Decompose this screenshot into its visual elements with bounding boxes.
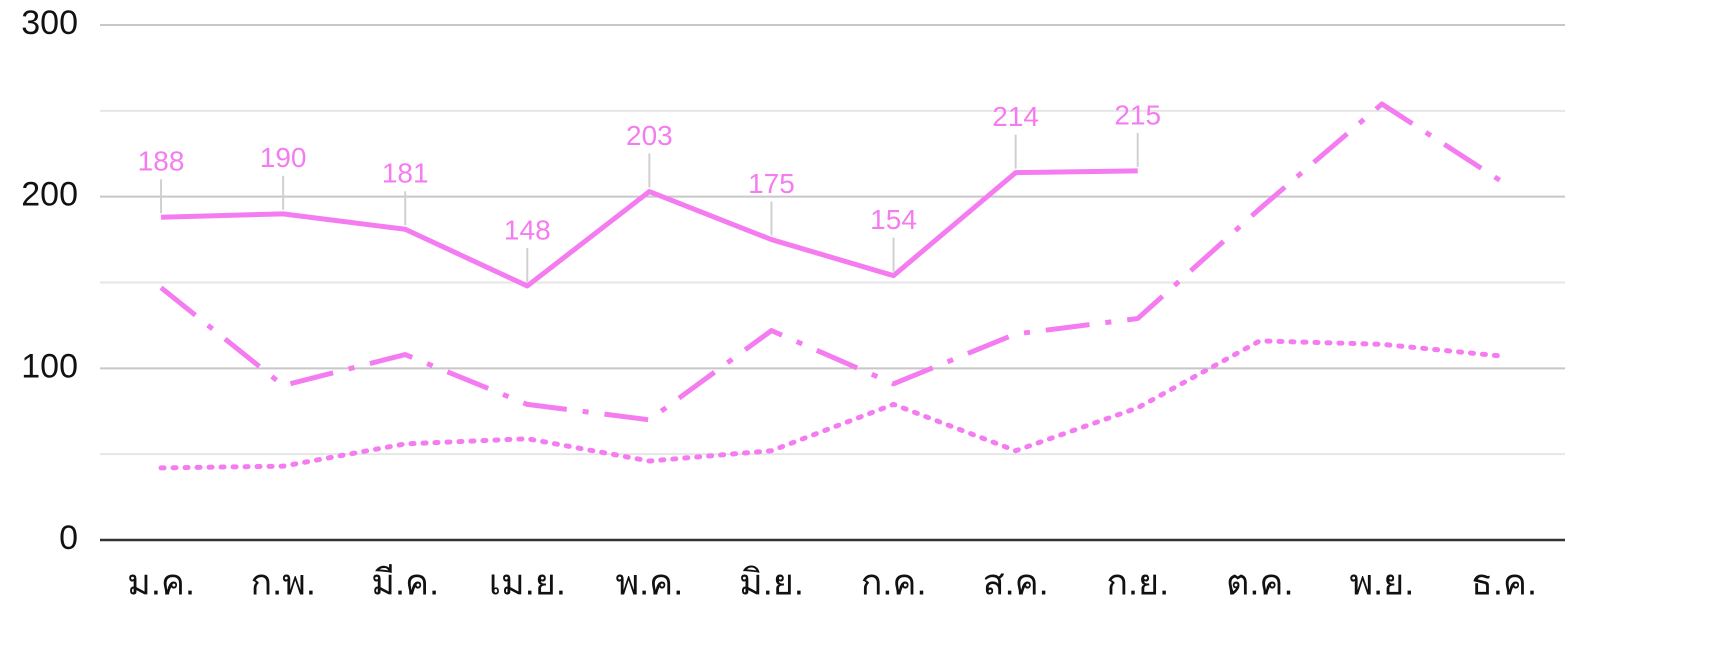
x-tick-label: ธ.ค. (1471, 562, 1537, 603)
y-tick-label: 0 (59, 519, 78, 557)
x-tick-label: พ.ย. (1349, 562, 1414, 603)
data-label: 190 (260, 142, 307, 173)
x-tick-label: ส.ค. (983, 562, 1049, 603)
data-label: 203 (626, 120, 673, 151)
series-line (159, 101, 1506, 423)
series-line (158, 338, 1507, 471)
y-tick-label: 100 (21, 347, 78, 385)
y-tick-label: 300 (21, 4, 78, 42)
x-tick-label: เม.ย. (489, 562, 566, 603)
x-tick-label: ก.ย. (1106, 562, 1169, 603)
data-label: 148 (504, 214, 551, 245)
x-tick-label: ม.ค. (127, 562, 195, 603)
x-tick-label: พ.ค. (615, 562, 683, 603)
data-label: 181 (382, 158, 429, 189)
x-tick-label: มี.ค. (371, 562, 439, 603)
data-label: 214 (992, 101, 1039, 132)
series-line (160, 168, 1138, 289)
data-label: 188 (138, 146, 185, 177)
y-tick-label: 200 (21, 176, 78, 214)
x-tick-label: มิ.ย. (739, 562, 804, 603)
data-label: 215 (1114, 99, 1161, 130)
data-label: 175 (748, 168, 795, 199)
x-tick-label: ต.ค. (1226, 562, 1293, 603)
x-tick-label: ก.ค. (861, 562, 927, 603)
x-tick-label: ก.พ. (250, 562, 316, 603)
data-label: 154 (870, 204, 917, 235)
